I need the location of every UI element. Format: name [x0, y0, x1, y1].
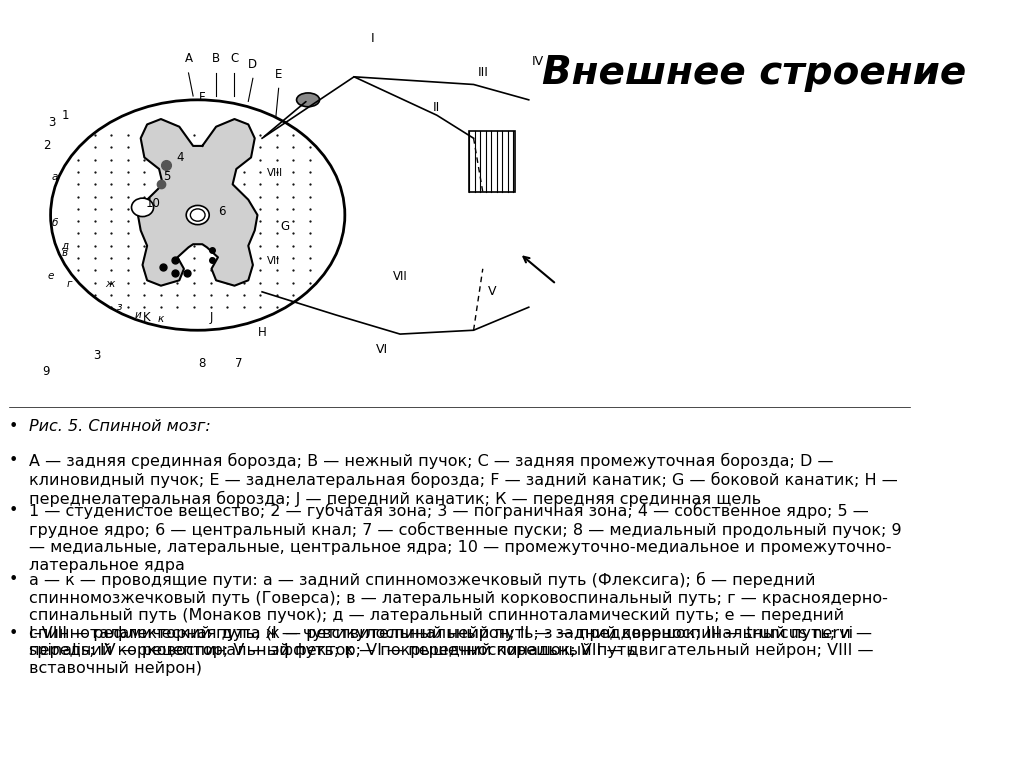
Text: VI: VI: [376, 343, 388, 356]
Text: 3: 3: [93, 349, 100, 362]
Text: а — к — проводящие пути: а — задний спинномозжечковый путь (Флексига); б — перед: а — к — проводящие пути: а — задний спин…: [30, 572, 888, 658]
Text: •: •: [9, 626, 24, 641]
Text: V: V: [487, 286, 497, 298]
Text: Рис. 5. Спинной мозг:: Рис. 5. Спинной мозг:: [30, 419, 211, 434]
Text: 1 — студенистое вещество; 2 — губчатая зона; 3 — пограничная зона; 4 — собственн: 1 — студенистое вещество; 2 — губчатая з…: [30, 503, 902, 573]
Text: J: J: [210, 311, 213, 324]
Text: I: I: [371, 32, 374, 45]
Text: VII: VII: [392, 270, 408, 283]
Text: 2: 2: [43, 140, 50, 152]
Text: II: II: [433, 101, 440, 114]
Text: A: A: [184, 52, 193, 65]
Text: ж: ж: [105, 279, 115, 290]
Text: 9: 9: [42, 365, 50, 378]
Text: IV: IV: [531, 55, 544, 68]
Ellipse shape: [297, 93, 319, 107]
Text: д: д: [60, 240, 68, 251]
Text: I–VIII — рефлекторная дуга (I — чувствительный нейрон; II — задний корешок; III : I–VIII — рефлекторная дуга (I — чувствит…: [30, 626, 873, 676]
Text: к: к: [158, 313, 164, 324]
Circle shape: [190, 209, 205, 221]
Text: 10: 10: [146, 197, 161, 210]
Text: H: H: [258, 326, 266, 339]
Text: •: •: [9, 419, 24, 434]
Text: з: з: [117, 302, 122, 313]
Text: 1: 1: [61, 109, 69, 121]
Text: D: D: [249, 58, 257, 71]
Text: 7: 7: [236, 357, 243, 370]
Text: K: K: [143, 311, 151, 324]
Text: VIII: VIII: [266, 167, 283, 178]
Text: VII: VII: [266, 256, 280, 266]
Text: 6: 6: [218, 205, 225, 217]
Text: и: и: [134, 310, 141, 320]
Text: III: III: [477, 67, 488, 79]
Text: 8: 8: [199, 357, 206, 370]
Text: е: е: [47, 271, 54, 282]
FancyBboxPatch shape: [469, 131, 515, 192]
Ellipse shape: [50, 100, 345, 330]
Ellipse shape: [186, 205, 209, 224]
Text: G: G: [281, 220, 290, 233]
Text: E: E: [275, 68, 283, 81]
Polygon shape: [138, 119, 257, 286]
Text: г: г: [67, 279, 72, 290]
Text: б: б: [52, 217, 58, 228]
Circle shape: [131, 198, 154, 217]
Text: 5: 5: [163, 170, 170, 183]
Text: •: •: [9, 572, 24, 588]
Text: a: a: [52, 171, 58, 182]
Text: А — задняя срединная борозда; В — нежный пучок; С — задняя промежуточная борозда: А — задняя срединная борозда; В — нежный…: [30, 453, 898, 507]
Text: •: •: [9, 453, 24, 468]
Text: в: в: [61, 248, 68, 259]
Text: B: B: [212, 52, 220, 65]
Text: F: F: [199, 91, 206, 104]
Text: Внешнее строение: Внешнее строение: [542, 54, 967, 91]
Text: 4: 4: [176, 151, 184, 164]
Text: •: •: [9, 503, 24, 518]
Text: C: C: [230, 52, 239, 65]
Text: 3: 3: [48, 117, 55, 129]
